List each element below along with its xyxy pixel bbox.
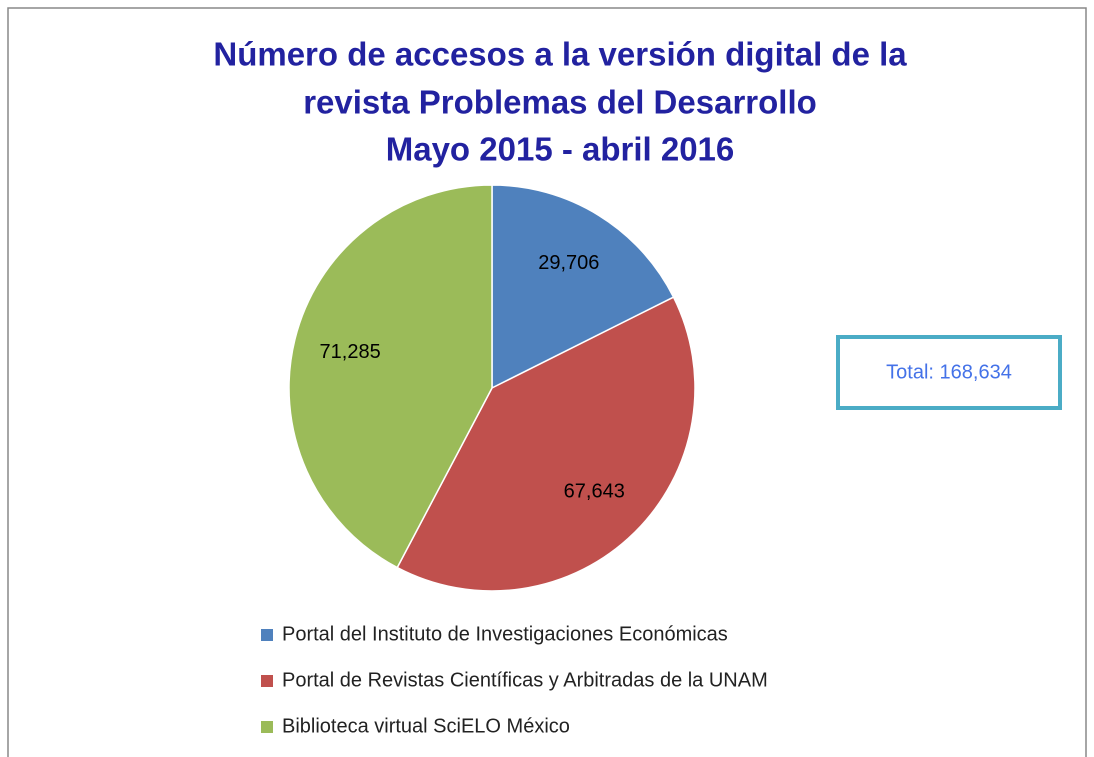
chart-title: Mayo 2015 - abril 2016 (386, 131, 735, 168)
data-label: 29,706 (538, 252, 599, 274)
pie-slice (491, 184, 675, 390)
legend-label: Biblioteca virtual SciELO México (282, 715, 570, 737)
chart-title: Número de accesos a la versión digital d… (213, 36, 907, 73)
pie-slice (396, 296, 696, 592)
legend-swatch (261, 721, 273, 733)
data-label: 71,285 (320, 341, 381, 363)
annotation: Total: 168,634 (886, 361, 1012, 383)
legend-label: Portal del Instituto de Investigaciones … (282, 623, 728, 645)
chart-title: revista Problemas del Desarrollo (303, 84, 817, 121)
legend-label: Portal de Revistas Científicas y Arbitra… (282, 669, 768, 691)
legend-swatch (261, 629, 273, 641)
data-label: 67,643 (564, 481, 625, 503)
annotation-box (836, 335, 1062, 410)
legend-swatch (261, 675, 273, 687)
chart-frame (7, 7, 1087, 757)
pie-slice (288, 184, 493, 569)
